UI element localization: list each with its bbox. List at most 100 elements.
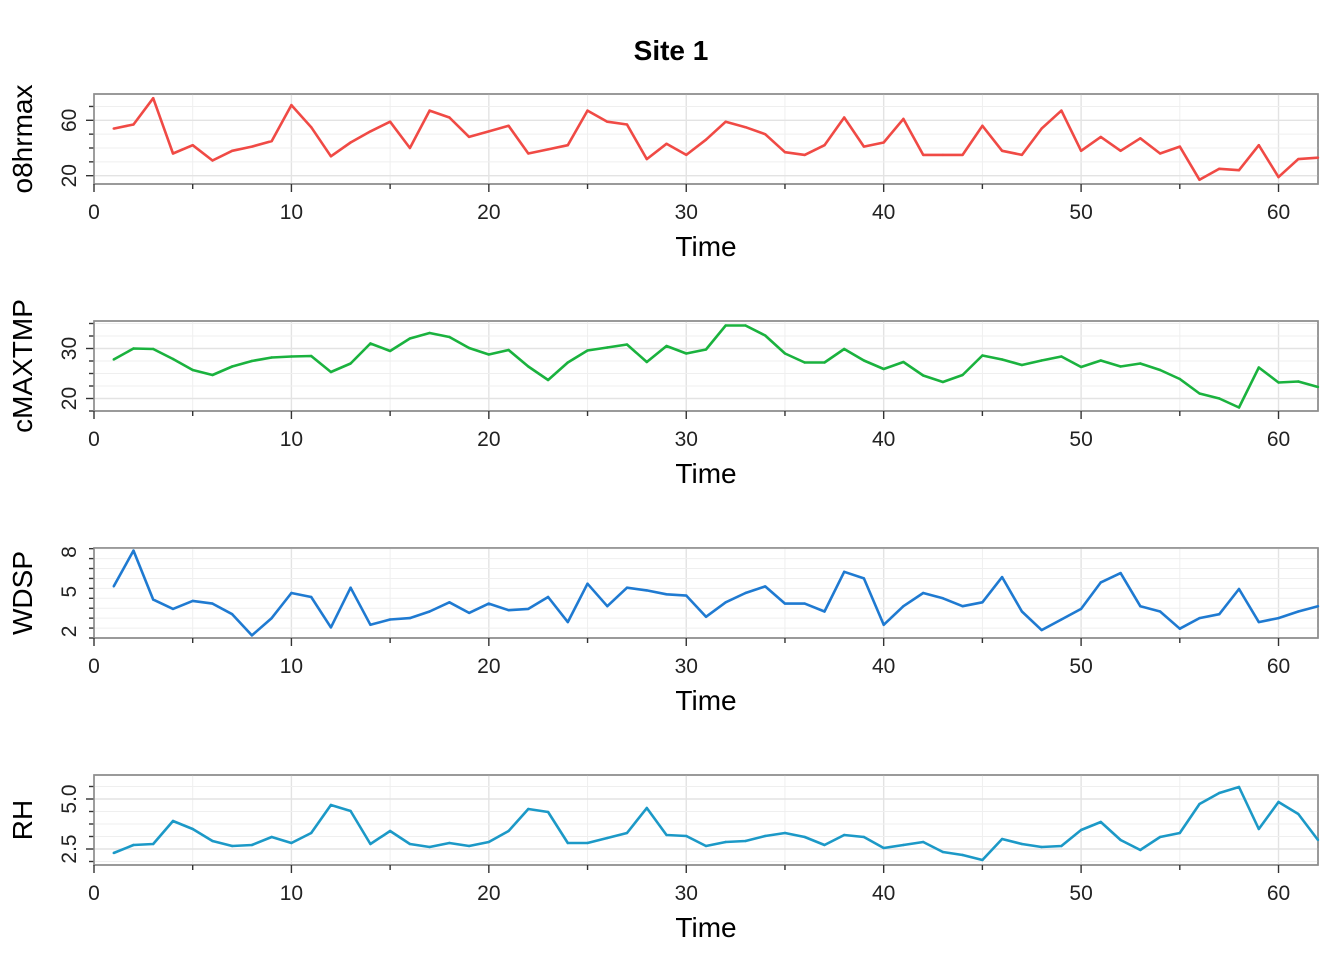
- x-tick-label: 40: [872, 428, 895, 451]
- data-point: [922, 840, 925, 844]
- y-tick-label: 60: [58, 109, 81, 132]
- data-point: [250, 145, 254, 148]
- data-point: [704, 348, 708, 351]
- data-point: [290, 841, 293, 845]
- data-point: [941, 850, 945, 854]
- data-point: [843, 570, 846, 573]
- data-point: [586, 582, 589, 585]
- data-point: [388, 120, 392, 123]
- data-point: [1040, 127, 1043, 130]
- data-point: [211, 839, 214, 843]
- data-point: [1079, 149, 1083, 152]
- data-point: [744, 324, 747, 327]
- data-point: [981, 601, 984, 604]
- data-point: [1237, 587, 1241, 591]
- data-point: [546, 378, 550, 382]
- data-point: [487, 353, 490, 356]
- data-point: [1139, 605, 1142, 608]
- series-line-wdsp: [112, 549, 1319, 637]
- data-point: [902, 117, 905, 121]
- data-point: [685, 153, 688, 157]
- data-point: [527, 152, 530, 155]
- data-point: [1316, 605, 1320, 608]
- data-point: [1257, 144, 1261, 147]
- data-point: [467, 844, 471, 848]
- panel-wdsp: 0 10 20 30 40 50 60 2 5 8 Time WDSP: [7, 546, 1320, 716]
- data-point: [152, 97, 155, 100]
- data-point: [310, 595, 313, 599]
- data-point: [764, 334, 767, 337]
- data-point: [882, 846, 885, 850]
- data-point: [487, 602, 490, 605]
- y-tick-label: 8: [58, 546, 81, 558]
- data-point: [1237, 785, 1241, 789]
- data-point: [388, 349, 392, 353]
- data-point: [744, 839, 747, 843]
- data-point: [783, 831, 787, 835]
- data-point: [428, 331, 431, 335]
- x-tick-label: 50: [1069, 201, 1092, 224]
- data-point: [448, 841, 451, 845]
- data-point: [1297, 380, 1300, 383]
- panel-o8hrmax: 0 10 20 30 40 50 60 20 60 Time o8hrmax: [7, 85, 1320, 262]
- data-point: [862, 145, 866, 148]
- data-point: [606, 120, 609, 123]
- data-point: [704, 844, 708, 848]
- data-point: [1040, 628, 1043, 632]
- data-point: [250, 359, 254, 363]
- x-tick-label: 60: [1267, 428, 1290, 451]
- x-tick-label: 40: [872, 201, 895, 224]
- data-point: [645, 589, 648, 592]
- data-point: [329, 370, 333, 374]
- x-tick-label: 0: [88, 655, 100, 678]
- x-axis-label: Time: [675, 912, 736, 943]
- data-point: [744, 591, 747, 595]
- data-point: [369, 623, 372, 626]
- data-point: [922, 591, 925, 595]
- data-point: [625, 123, 629, 126]
- panel-border: [93, 774, 1319, 866]
- panel-rh: 0 10 20 30 40 50 60 2.5 5.0 Time RH: [7, 774, 1320, 943]
- data-point: [764, 585, 767, 588]
- data-point: [1000, 358, 1004, 361]
- data-point: [1000, 575, 1004, 579]
- panel-background: [93, 547, 1319, 639]
- data-point: [803, 602, 806, 605]
- data-point: [1218, 613, 1221, 616]
- x-tick-label: 20: [477, 655, 500, 678]
- x-tick-label: 30: [675, 882, 698, 905]
- data-point: [527, 365, 530, 368]
- x-tick-label: 20: [477, 428, 500, 451]
- data-point: [1297, 610, 1300, 613]
- data-point: [764, 133, 767, 136]
- data-point: [665, 142, 668, 145]
- data-point: [448, 335, 451, 339]
- data-point: [783, 151, 787, 154]
- data-point: [310, 354, 313, 358]
- data-point: [961, 853, 964, 857]
- x-tick-label: 30: [675, 655, 698, 678]
- data-point: [566, 144, 569, 147]
- data-point: [270, 835, 273, 839]
- data-point: [1020, 842, 1024, 846]
- x-tick-label: 50: [1069, 882, 1092, 905]
- x-axis-label: Time: [675, 458, 736, 489]
- data-point: [625, 343, 629, 346]
- series-line-rh: [113, 785, 1320, 862]
- data-point: [152, 347, 155, 351]
- data-point: [685, 594, 688, 597]
- data-point: [744, 126, 747, 129]
- data-point: [823, 361, 826, 364]
- y-tick-label: 5: [58, 586, 81, 598]
- data-point: [1158, 610, 1162, 613]
- data-point: [1178, 377, 1182, 381]
- data-point: [1139, 362, 1142, 365]
- y-axis-label: RH: [7, 800, 38, 840]
- data-point: [1060, 618, 1063, 621]
- data-point: [1079, 828, 1083, 832]
- data-point: [724, 324, 727, 327]
- data-point: [1079, 365, 1083, 369]
- x-axis-label: Time: [675, 231, 736, 262]
- data-point: [1139, 848, 1142, 852]
